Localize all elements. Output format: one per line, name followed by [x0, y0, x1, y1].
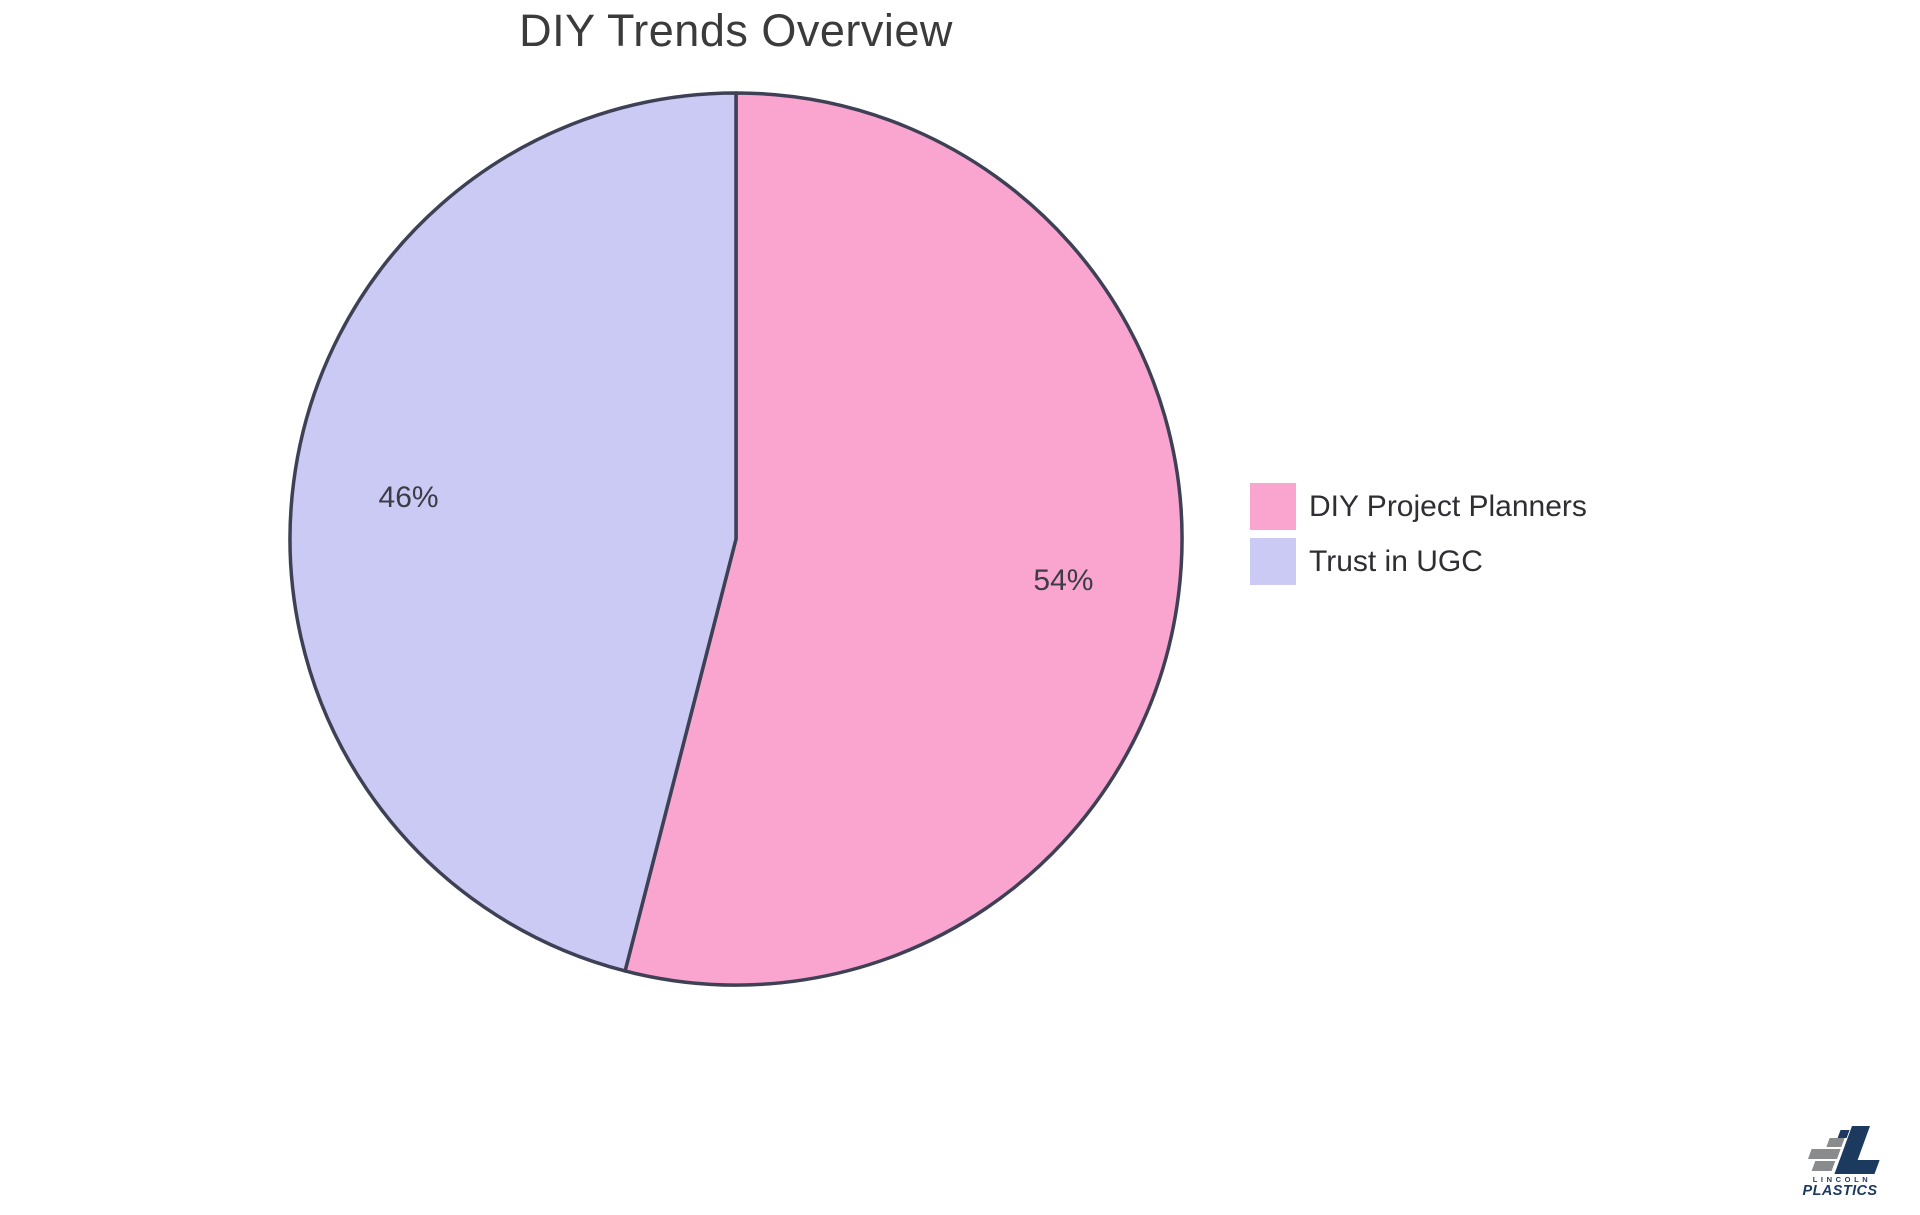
logo-mark-bar-top [1826, 1138, 1845, 1147]
legend-label-trust-in-ugc: Trust in UGC [1309, 544, 1483, 578]
legend-swatch-trust-in-ugc [1250, 538, 1296, 585]
logo-mark-notch [1837, 1130, 1850, 1138]
lincoln-plastics-logo: LINCOLN PLASTICS [1803, 1126, 1880, 1199]
logo-mark-l-foot [1834, 1160, 1880, 1174]
pie-slice-1[interactable] [288, 91, 738, 973]
chart-title: DIY Trends Overview [519, 5, 953, 56]
pie-slice-label-0: 54% [1033, 564, 1093, 597]
pie-slice-0[interactable] [623, 91, 1184, 987]
legend-swatch-diy-project-planners [1250, 483, 1296, 530]
logo-text-lincoln: LINCOLN [1813, 1175, 1872, 1184]
legend-item-diy-project-planners[interactable]: DIY Project Planners [1250, 483, 1587, 530]
legend-label-diy-project-planners: DIY Project Planners [1309, 489, 1587, 523]
logo-text-plastics: PLASTICS [1803, 1183, 1878, 1199]
logo-mark-bar-bottom [1811, 1161, 1836, 1171]
legend-item-trust-in-ugc[interactable]: Trust in UGC [1250, 538, 1587, 585]
pie-chart: 54% 46% [288, 91, 1184, 987]
legend: DIY Project Planners Trust in UGC [1250, 483, 1587, 593]
pie-slice-label-1: 46% [379, 481, 439, 514]
logo-mark-bar-middle [1807, 1149, 1841, 1159]
